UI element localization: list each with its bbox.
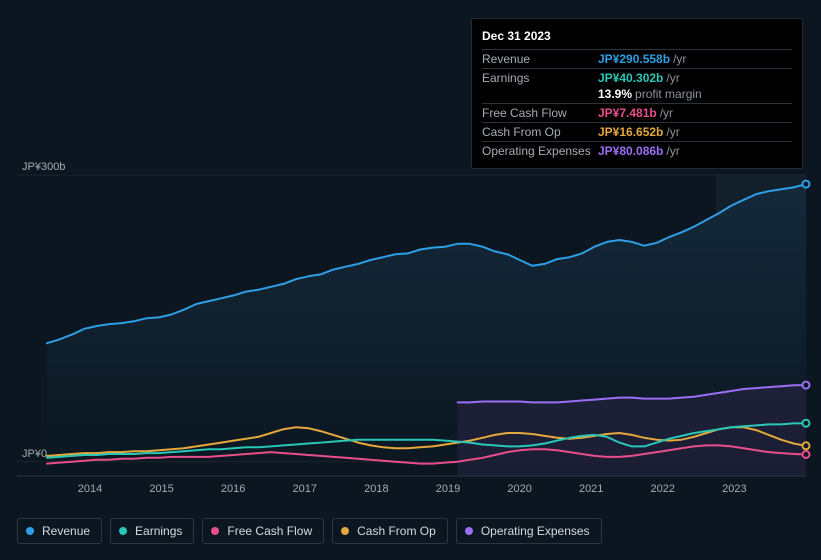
tooltip-row: Operating ExpensesJP¥80.086b/yr	[482, 141, 792, 160]
tooltip-row-value: JP¥80.086b	[598, 144, 663, 158]
legend-swatch-icon	[119, 527, 127, 535]
x-axis-tick-label: 2019	[436, 483, 460, 495]
tooltip-row-value: JP¥290.558b	[598, 52, 670, 66]
y-axis-tick-label: JP¥300b	[22, 161, 65, 173]
legend-swatch-icon	[211, 527, 219, 535]
x-axis-tick-label: 2014	[78, 483, 102, 495]
tooltip-row-label	[482, 87, 598, 101]
legend-item-label: Revenue	[42, 524, 90, 538]
legend-item-label: Operating Expenses	[481, 524, 590, 538]
tooltip-row-value: JP¥16.652b	[598, 125, 663, 139]
legend-item-opex[interactable]: Operating Expenses	[456, 518, 602, 544]
tooltip-row-label: Free Cash Flow	[482, 106, 598, 120]
legend-item-cfo[interactable]: Cash From Op	[332, 518, 448, 544]
tooltip-row: 13.9%profit margin	[482, 87, 792, 103]
legend-item-label: Earnings	[135, 524, 182, 538]
tooltip-row-value: 13.9%	[598, 87, 632, 101]
tooltip-row-suffix: /yr	[666, 125, 679, 139]
y-axis-tick-label: JP¥0	[22, 448, 47, 460]
tooltip-row: RevenueJP¥290.558b/yr	[482, 49, 792, 68]
tooltip-row-suffix: /yr	[666, 144, 679, 158]
tooltip-row-suffix: profit margin	[635, 87, 702, 101]
legend-item-fcf[interactable]: Free Cash Flow	[202, 518, 324, 544]
tooltip-row-label: Operating Expenses	[482, 144, 598, 158]
legend-item-revenue[interactable]: Revenue	[17, 518, 102, 544]
legend-swatch-icon	[465, 527, 473, 535]
tooltip-date: Dec 31 2023	[482, 25, 792, 49]
x-axis-tick-label: 2015	[149, 483, 173, 495]
x-axis-tick-label: 2018	[364, 483, 388, 495]
tooltip-row-suffix: /yr	[660, 106, 673, 120]
legend-swatch-icon	[26, 527, 34, 535]
x-axis-tick-label: 2023	[722, 483, 746, 495]
tooltip-row-suffix: /yr	[673, 52, 686, 66]
tooltip-row-label: Revenue	[482, 52, 598, 66]
x-axis-tick-label: 2020	[507, 483, 531, 495]
tooltip-row: Free Cash FlowJP¥7.481b/yr	[482, 103, 792, 122]
chart-tooltip: Dec 31 2023 RevenueJP¥290.558b/yrEarning…	[471, 18, 803, 169]
tooltip-row: Cash From OpJP¥16.652b/yr	[482, 122, 792, 141]
tooltip-row-value: JP¥40.302b	[598, 71, 663, 85]
x-axis-tick-label: 2017	[293, 483, 317, 495]
tooltip-row: EarningsJP¥40.302b/yr	[482, 68, 792, 87]
chart-legend: Revenue Earnings Free Cash Flow Cash From O…	[17, 518, 602, 544]
tooltip-row-label: Cash From Op	[482, 125, 598, 139]
legend-swatch-icon	[341, 527, 349, 535]
legend-item-label: Free Cash Flow	[227, 524, 312, 538]
x-axis-tick-label: 2022	[651, 483, 675, 495]
tooltip-row-label: Earnings	[482, 71, 598, 85]
legend-item-label: Cash From Op	[357, 524, 436, 538]
tooltip-row-value: JP¥7.481b	[598, 106, 657, 120]
tooltip-row-suffix: /yr	[666, 71, 679, 85]
x-axis-tick-label: 2016	[221, 483, 245, 495]
legend-item-earnings[interactable]: Earnings	[110, 518, 194, 544]
x-axis-tick-label: 2021	[579, 483, 603, 495]
